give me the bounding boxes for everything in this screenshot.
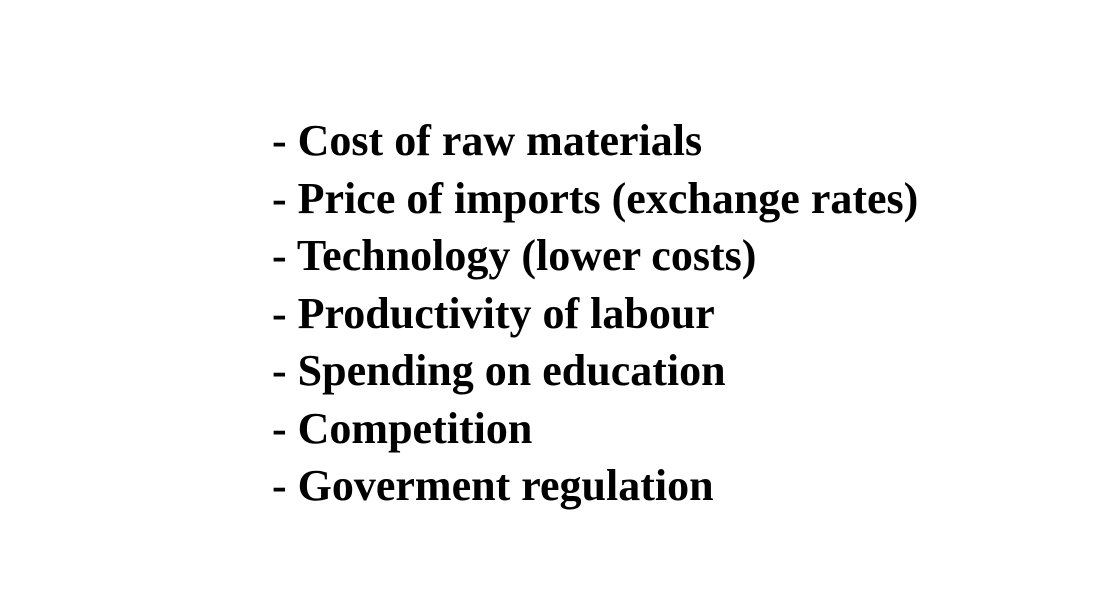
bullet-item-spending-on-education: - Spending on education	[272, 346, 726, 395]
bullet-item-competition: - Competition	[272, 403, 533, 453]
bullet-item-government-regulation: - Goverment regulation	[272, 461, 714, 510]
bullet-item-technology: - Technology (lower costs)	[272, 231, 757, 280]
bullet-item-productivity-of-labour: - Productivity of labour	[272, 288, 715, 338]
bullet-item-cost-of-raw-materials: - Cost of raw materials	[272, 116, 703, 165]
bullet-list: - Cost of raw materials - Price of impor…	[272, 112, 918, 515]
bullet-item-price-of-imports: - Price of imports (exchange rates)	[272, 173, 919, 223]
